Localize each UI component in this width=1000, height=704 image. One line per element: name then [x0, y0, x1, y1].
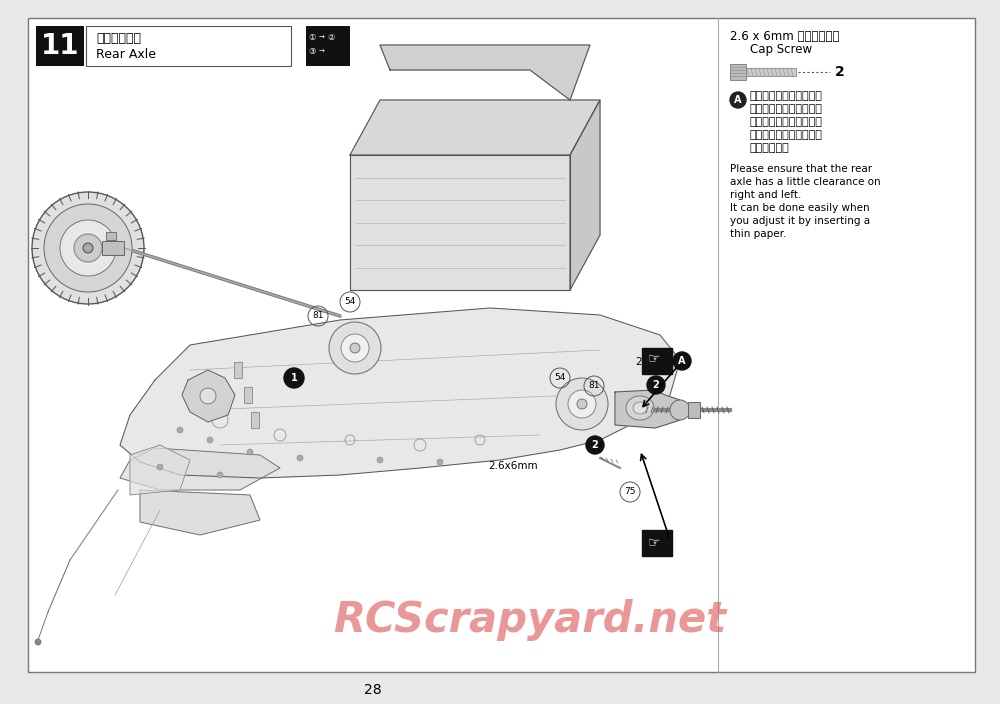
Text: 1: 1 [291, 373, 297, 383]
Circle shape [157, 464, 163, 470]
Ellipse shape [60, 220, 116, 276]
Text: 11: 11 [41, 32, 79, 60]
Bar [306, 26, 350, 66]
Text: A: A [678, 356, 686, 366]
Bar [102, 241, 124, 255]
Text: axle has a little clearance on: axle has a little clearance on [730, 177, 881, 187]
Text: RCScrapyard.net: RCScrapyard.net [333, 599, 727, 641]
Ellipse shape [74, 234, 102, 262]
Circle shape [647, 376, 665, 394]
Circle shape [437, 459, 443, 465]
Text: てください。薄い紙など: てください。薄い紙など [750, 117, 823, 127]
Text: 54: 54 [554, 374, 566, 382]
Bar [36, 26, 84, 66]
Circle shape [673, 352, 691, 370]
Ellipse shape [32, 192, 144, 304]
Polygon shape [380, 45, 590, 100]
Bar [746, 68, 796, 76]
Text: 28: 28 [364, 683, 382, 697]
Text: 54: 54 [344, 298, 356, 306]
Ellipse shape [556, 378, 608, 430]
Bar [642, 530, 672, 556]
Circle shape [217, 472, 223, 478]
Text: It can be done easily when: It can be done easily when [730, 203, 870, 213]
Bar [730, 64, 746, 80]
Text: 81: 81 [312, 311, 324, 320]
Ellipse shape [626, 396, 654, 420]
Polygon shape [350, 155, 570, 290]
Text: Rear Axle: Rear Axle [96, 49, 156, 61]
Text: 2: 2 [835, 65, 845, 79]
Polygon shape [182, 370, 235, 422]
Circle shape [297, 455, 303, 461]
Text: right and left.: right and left. [730, 190, 801, 200]
Ellipse shape [350, 343, 360, 353]
Ellipse shape [44, 204, 132, 292]
Polygon shape [130, 445, 190, 495]
Circle shape [730, 92, 746, 108]
Text: リヤアクスル: リヤアクスル [96, 32, 141, 44]
Circle shape [586, 436, 604, 454]
Polygon shape [615, 390, 680, 428]
Text: ☞: ☞ [648, 535, 660, 549]
Text: リヤアクスルは、左右に: リヤアクスルは、左右に [750, 91, 823, 101]
Text: 2: 2 [592, 440, 598, 450]
Polygon shape [120, 308, 680, 478]
Text: ①: ① [308, 34, 316, 42]
Text: you adjust it by inserting a: you adjust it by inserting a [730, 216, 870, 226]
Circle shape [670, 400, 690, 420]
Text: 2.6x6mm: 2.6x6mm [488, 461, 538, 471]
Text: 2.6 x 6mm キャップビス: 2.6 x 6mm キャップビス [730, 30, 840, 42]
Circle shape [177, 427, 183, 433]
Circle shape [247, 449, 253, 455]
Text: 75: 75 [624, 487, 636, 496]
Text: ③: ③ [308, 47, 316, 56]
Bar [106, 232, 116, 240]
Text: thin paper.: thin paper. [730, 229, 786, 239]
Polygon shape [350, 100, 600, 155]
Ellipse shape [341, 334, 369, 362]
Circle shape [284, 368, 304, 388]
Ellipse shape [568, 390, 596, 418]
Text: を挟んで調整すると簡単: を挟んで調整すると簡単 [750, 130, 823, 140]
Circle shape [377, 457, 383, 463]
Ellipse shape [577, 399, 587, 409]
Polygon shape [120, 448, 280, 490]
Circle shape [207, 437, 213, 443]
Text: 2: 2 [653, 380, 659, 390]
Ellipse shape [83, 243, 93, 253]
Text: →: → [319, 35, 325, 41]
Polygon shape [570, 100, 600, 290]
Ellipse shape [633, 402, 647, 414]
Text: 少しガタがあるようにし: 少しガタがあるようにし [750, 104, 823, 114]
Ellipse shape [200, 388, 216, 404]
Bar [234, 362, 242, 378]
Text: Cap Screw: Cap Screw [750, 44, 812, 56]
Circle shape [35, 639, 41, 645]
Text: 81: 81 [588, 382, 600, 391]
Ellipse shape [329, 322, 381, 374]
Text: →: → [319, 49, 325, 55]
Bar [688, 402, 700, 418]
Text: ②: ② [327, 34, 334, 42]
Polygon shape [140, 490, 260, 535]
Bar [244, 387, 252, 403]
Text: Please ensure that the rear: Please ensure that the rear [730, 164, 872, 174]
Text: A: A [734, 95, 742, 105]
Text: ☞: ☞ [648, 351, 660, 365]
Bar [642, 348, 672, 374]
Bar [251, 412, 259, 428]
Bar [86, 26, 291, 66]
Text: にできます。: にできます。 [750, 143, 790, 153]
Text: 2.6x6mm: 2.6x6mm [635, 357, 685, 367]
